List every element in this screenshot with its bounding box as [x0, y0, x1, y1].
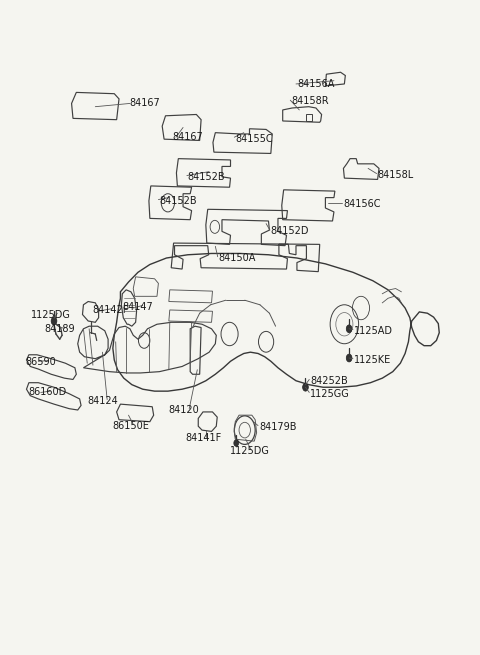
Text: 84158R: 84158R [291, 96, 329, 107]
Text: 84156A: 84156A [297, 79, 334, 89]
Text: 84158L: 84158L [378, 170, 414, 180]
Text: 84142F: 84142F [92, 305, 128, 315]
Circle shape [234, 440, 239, 446]
Text: 86160D: 86160D [28, 388, 67, 398]
Text: 84150A: 84150A [219, 253, 256, 263]
Text: 84120: 84120 [169, 405, 200, 415]
Text: 84152B: 84152B [188, 172, 226, 182]
Text: 86590: 86590 [25, 357, 56, 367]
Circle shape [302, 383, 308, 391]
Text: 84189: 84189 [45, 324, 75, 335]
Text: 84252B: 84252B [310, 376, 348, 386]
Text: 1125AD: 1125AD [354, 326, 393, 336]
Text: 84156C: 84156C [343, 199, 381, 209]
Text: 84152D: 84152D [271, 227, 309, 236]
Text: 1125KE: 1125KE [354, 355, 391, 365]
Text: 84124: 84124 [87, 396, 118, 406]
Text: 84167: 84167 [172, 132, 203, 142]
Text: 86150E: 86150E [112, 421, 149, 430]
Text: 84147: 84147 [122, 302, 153, 312]
Text: 84141F: 84141F [185, 433, 222, 443]
Text: 84155C: 84155C [235, 134, 273, 144]
Text: 1125DG: 1125DG [31, 310, 71, 320]
Text: 84179B: 84179B [259, 422, 297, 432]
Text: 1125DG: 1125DG [229, 446, 269, 456]
Text: 84152B: 84152B [159, 196, 197, 206]
Circle shape [346, 325, 352, 333]
Text: 1125GG: 1125GG [310, 389, 350, 399]
Circle shape [51, 317, 57, 325]
Text: 84167: 84167 [130, 98, 160, 109]
Circle shape [346, 354, 352, 362]
